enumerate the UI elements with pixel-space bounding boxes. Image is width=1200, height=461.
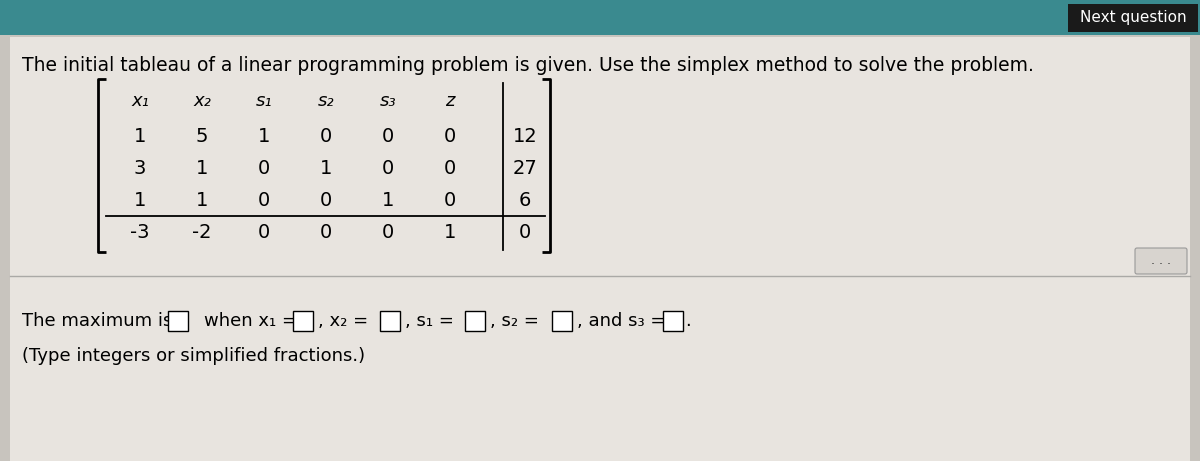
Text: The initial tableau of a linear programming problem is given. Use the simplex me: The initial tableau of a linear programm… <box>22 57 1034 76</box>
Text: 5: 5 <box>196 126 209 146</box>
Text: 1: 1 <box>444 223 456 242</box>
Text: s₂: s₂ <box>318 92 335 110</box>
FancyBboxPatch shape <box>662 311 683 331</box>
Text: 1: 1 <box>258 126 270 146</box>
Text: Next question: Next question <box>1080 11 1187 25</box>
Text: 0: 0 <box>444 126 456 146</box>
Text: The maximum is: The maximum is <box>22 312 173 330</box>
Text: 0: 0 <box>444 190 456 209</box>
FancyBboxPatch shape <box>1135 248 1187 274</box>
Text: 12: 12 <box>512 126 538 146</box>
Text: 1: 1 <box>196 190 208 209</box>
Text: , x₂ =: , x₂ = <box>318 312 368 330</box>
Text: 0: 0 <box>258 190 270 209</box>
Text: 0: 0 <box>382 223 394 242</box>
Text: 6: 6 <box>518 190 532 209</box>
Text: 0: 0 <box>258 159 270 177</box>
Text: 27: 27 <box>512 159 538 177</box>
FancyBboxPatch shape <box>552 311 572 331</box>
Text: 3: 3 <box>134 159 146 177</box>
Text: s₃: s₃ <box>379 92 396 110</box>
Text: , s₁ =: , s₁ = <box>406 312 454 330</box>
Text: 1: 1 <box>382 190 394 209</box>
Text: z: z <box>445 92 455 110</box>
Text: .: . <box>685 312 691 330</box>
Text: 0: 0 <box>320 126 332 146</box>
Text: (Type integers or simplified fractions.): (Type integers or simplified fractions.) <box>22 347 365 365</box>
Text: 1: 1 <box>196 159 208 177</box>
Text: 0: 0 <box>518 223 532 242</box>
Text: 0: 0 <box>320 223 332 242</box>
Text: . . .: . . . <box>1151 254 1171 267</box>
Text: x₁: x₁ <box>131 92 149 110</box>
Text: 0: 0 <box>258 223 270 242</box>
FancyBboxPatch shape <box>380 311 400 331</box>
Text: , s₂ =: , s₂ = <box>490 312 539 330</box>
Text: 0: 0 <box>444 159 456 177</box>
FancyBboxPatch shape <box>1068 4 1198 32</box>
FancyBboxPatch shape <box>466 311 485 331</box>
Text: s₁: s₁ <box>256 92 272 110</box>
Text: when x₁ =: when x₁ = <box>204 312 298 330</box>
Text: 1: 1 <box>134 126 146 146</box>
FancyBboxPatch shape <box>168 311 188 331</box>
Text: -2: -2 <box>192 223 211 242</box>
FancyBboxPatch shape <box>293 311 313 331</box>
Text: -3: -3 <box>131 223 150 242</box>
FancyBboxPatch shape <box>0 0 1200 35</box>
Text: , and s₃ =: , and s₃ = <box>577 312 665 330</box>
FancyBboxPatch shape <box>10 37 1190 461</box>
Text: 0: 0 <box>320 190 332 209</box>
Text: 1: 1 <box>134 190 146 209</box>
Text: 0: 0 <box>382 159 394 177</box>
Text: x₂: x₂ <box>193 92 211 110</box>
Text: 1: 1 <box>320 159 332 177</box>
Text: 0: 0 <box>382 126 394 146</box>
